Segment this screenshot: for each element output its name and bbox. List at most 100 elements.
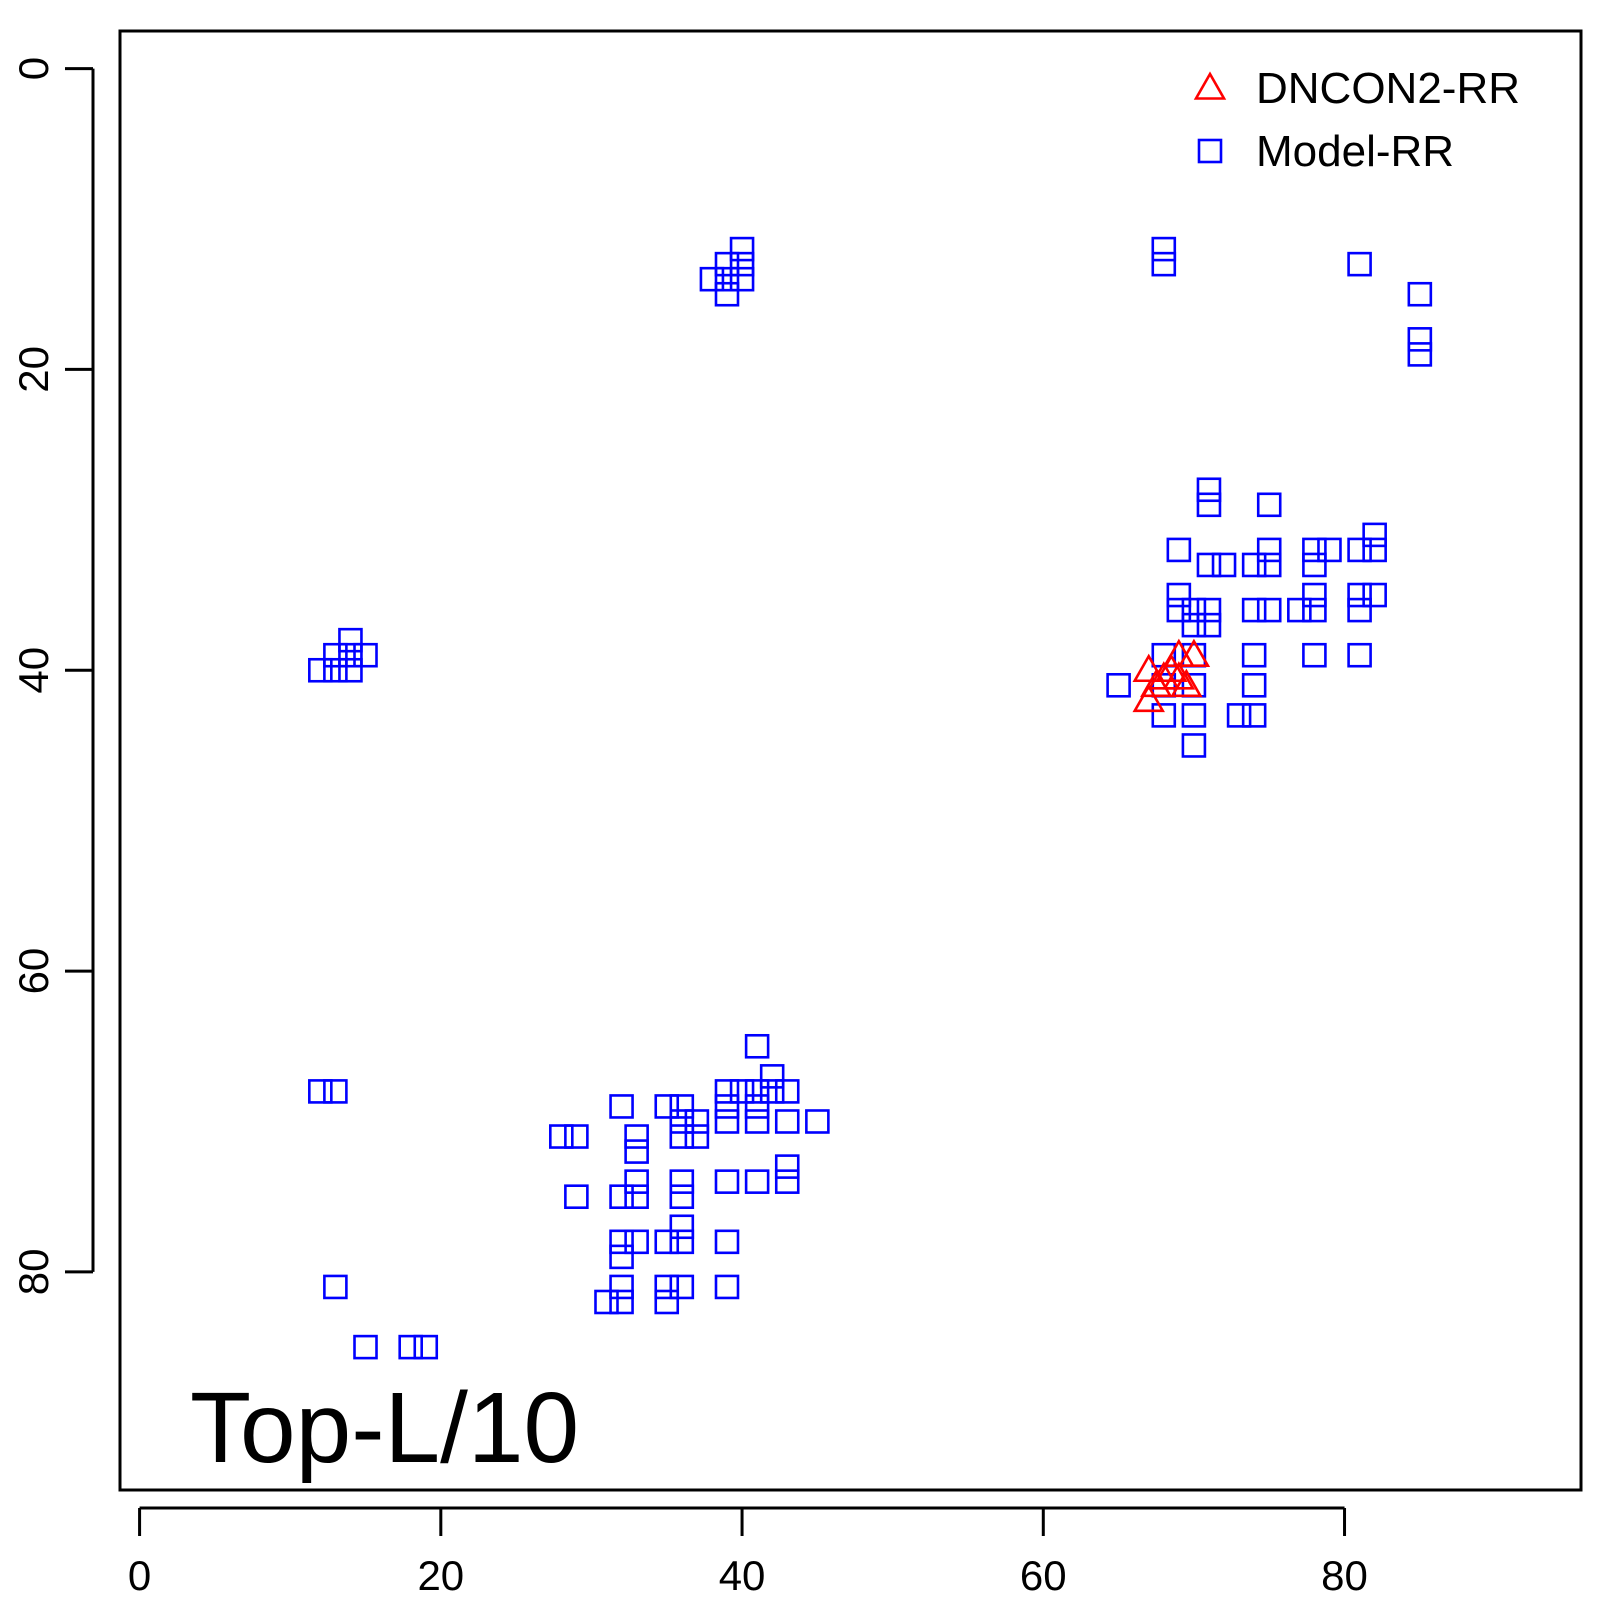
model-rr-point xyxy=(1196,597,1222,623)
x-tick-label: 60 xyxy=(1020,1552,1067,1599)
model-rr-point xyxy=(1302,597,1327,623)
model-rr-point xyxy=(729,266,755,292)
model-rr-point xyxy=(714,266,740,292)
model-rr-point xyxy=(669,1169,695,1194)
legend: DNCON2-RR Model-RR xyxy=(1193,64,1520,176)
model-rr-point xyxy=(744,1033,770,1059)
legend-marker-dncon2-rr xyxy=(1193,71,1227,100)
model-rr-point xyxy=(669,1229,695,1255)
model-rr-point xyxy=(1302,552,1327,578)
model-rr-point xyxy=(714,1274,740,1300)
model-rr-point xyxy=(684,1124,710,1149)
y-tick-label: 40 xyxy=(10,647,57,694)
model-rr-point xyxy=(759,1064,785,1089)
model-rr-point xyxy=(805,1109,830,1134)
model-rr-point xyxy=(1362,537,1387,563)
y-tick-label: 0 xyxy=(10,57,57,80)
model-rr-point xyxy=(1347,537,1372,563)
dncon2-rr-point xyxy=(1170,668,1203,698)
model-rr-point xyxy=(1241,597,1267,623)
model-rr-point xyxy=(549,1124,574,1149)
model-rr-point xyxy=(654,1274,680,1300)
model-rr-point xyxy=(609,1274,634,1300)
model-rr-point xyxy=(1241,642,1267,668)
model-rr-point xyxy=(564,1124,589,1149)
model-rr-point xyxy=(1362,582,1387,608)
model-rr-point xyxy=(654,1094,680,1119)
model-rr-point xyxy=(744,1169,770,1194)
model-rr-point xyxy=(759,1079,785,1104)
dncon2-rr-point xyxy=(1132,683,1165,713)
model-rr-point xyxy=(1302,582,1327,608)
model-rr-point xyxy=(714,281,740,307)
model-rr-point xyxy=(1347,642,1372,668)
model-rr-point xyxy=(1407,327,1433,352)
model-rr-point xyxy=(654,1289,680,1315)
model-rr-point xyxy=(594,1289,619,1315)
x-tick-label: 0 xyxy=(128,1552,151,1599)
dncon2-rr-point xyxy=(1177,638,1211,668)
model-rr-point xyxy=(1302,537,1327,563)
model-rr-point xyxy=(1196,492,1222,518)
model-rr-point xyxy=(1181,612,1207,638)
model-rr-point xyxy=(323,657,348,683)
model-rr-point xyxy=(1166,597,1192,623)
model-rr-point xyxy=(1256,552,1282,578)
model-rr-point xyxy=(564,1184,589,1209)
series-dncon2-rr xyxy=(1132,638,1211,713)
model-rr-point xyxy=(774,1079,800,1104)
model-rr-point xyxy=(1151,703,1177,728)
model-rr-point xyxy=(669,1109,695,1134)
model-rr-point xyxy=(338,642,363,668)
dncon2-rr-point xyxy=(1155,653,1188,683)
dncon2-rr-point xyxy=(1162,661,1196,690)
model-rr-point xyxy=(323,1274,348,1300)
model-rr-point xyxy=(609,1244,634,1270)
model-rr-point xyxy=(1226,703,1252,728)
model-rr-point xyxy=(1407,342,1433,367)
model-rr-point xyxy=(1151,236,1177,262)
model-rr-point xyxy=(624,1124,649,1149)
model-rr-point xyxy=(1256,492,1282,518)
model-rr-point xyxy=(1166,537,1192,563)
model-rr-point xyxy=(1181,733,1207,758)
model-rr-point xyxy=(669,1184,695,1209)
model-rr-point xyxy=(1196,552,1222,578)
model-rr-point xyxy=(1106,672,1131,698)
model-rr-point xyxy=(1241,703,1267,728)
model-rr-point xyxy=(624,1139,649,1164)
model-rr-point xyxy=(1407,281,1433,307)
model-rr-point xyxy=(669,1124,695,1149)
model-rr-point xyxy=(609,1289,634,1315)
model-rr-point xyxy=(1256,597,1282,623)
model-rr-point xyxy=(353,642,378,668)
plot-border xyxy=(118,29,1583,1492)
y-tick-label: 20 xyxy=(10,346,57,393)
model-rr-point xyxy=(1347,582,1372,608)
model-rr-point xyxy=(1151,251,1177,277)
model-rr-point xyxy=(714,1229,740,1255)
model-rr-point xyxy=(353,1334,378,1360)
x-tick-label: 80 xyxy=(1321,1552,1368,1599)
model-rr-point xyxy=(338,657,363,683)
model-rr-point xyxy=(729,251,755,277)
model-rr-point xyxy=(1166,582,1192,608)
series-model-rr xyxy=(308,236,1433,1360)
model-rr-point xyxy=(654,1229,680,1255)
model-rr-point xyxy=(729,1079,755,1104)
model-rr-point xyxy=(1241,552,1267,578)
dncon2-rr-point xyxy=(1132,653,1165,683)
y-tick-label: 60 xyxy=(10,948,57,995)
model-rr-point xyxy=(669,1214,695,1240)
model-rr-point xyxy=(624,1229,649,1255)
model-rr-point xyxy=(1196,612,1222,638)
model-rr-point xyxy=(1196,477,1222,503)
y-tick-label: 80 xyxy=(10,1249,57,1296)
model-rr-point xyxy=(609,1094,634,1119)
model-rr-point xyxy=(744,1094,770,1119)
dncon2-rr-point xyxy=(1140,668,1173,698)
model-rr-point xyxy=(338,627,363,653)
model-rr-point xyxy=(684,1109,710,1134)
model-rr-point xyxy=(1317,537,1342,563)
